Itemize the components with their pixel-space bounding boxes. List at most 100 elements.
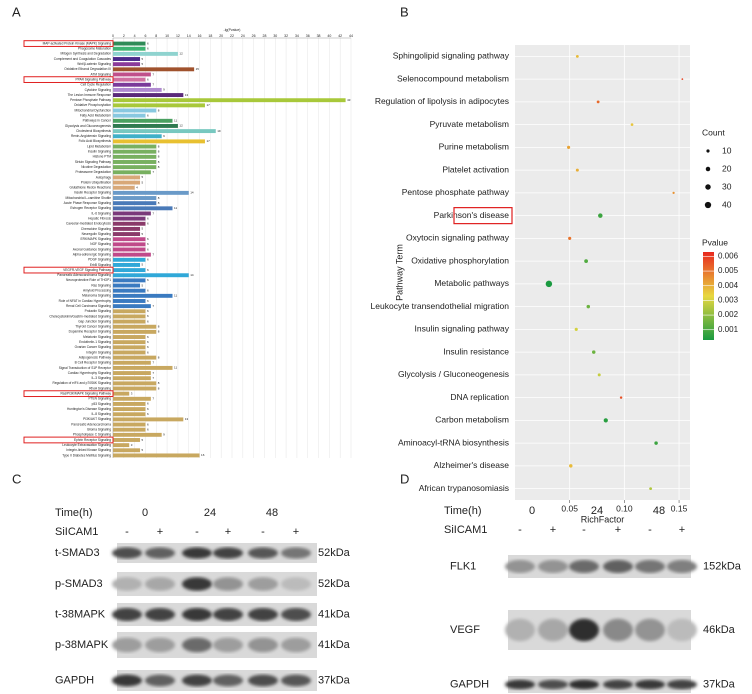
size-label: 37kDa [318,674,351,686]
category-label: RhoA Signaling [89,386,111,390]
category-label: ErbB Signaling [90,263,111,267]
category-label: Glycolysis / Gluconeogenesis [398,369,509,379]
category-label: Glycolysis and Gluconeogenesis [65,124,111,128]
dot [569,464,573,468]
blot-band [281,577,311,591]
category-label: Endothelin-1 Signaling [79,340,111,344]
bar [113,103,205,108]
bar [113,165,157,170]
x-axis-title: RichFactor [581,514,625,524]
value-label: 6 [147,350,149,354]
value-label: 13 [185,93,189,97]
category-label: MAP-activated Protein Kinase (MAPK) Sign… [43,41,112,45]
x-tick-label: 0.15 [671,503,688,513]
time-value: 0 [142,507,148,519]
protein-label: p-SMAD3 [55,578,103,590]
highlight-box [23,76,114,83]
value-label: 5 [142,438,144,442]
category-label: Fatty Acid Metabolism [80,113,112,117]
value-label: 6 [147,77,149,81]
value-label: 7 [152,211,154,215]
category-label: IL-3 Signaling [92,376,112,380]
bar [113,396,151,401]
bar [113,417,184,422]
blot-strip [505,555,697,578]
blot-band [538,679,568,690]
blot-band [248,608,278,621]
bar [113,407,146,412]
value-label: 4 [136,186,138,190]
legend-dot [705,184,711,190]
bar [113,118,173,123]
value-label: 8 [158,386,160,390]
x-tick-label: 32 [284,34,288,38]
value-label: 7 [152,361,154,365]
x-tick-label: 0 [112,34,114,38]
bar [113,113,146,118]
category-label: Signal Transduction of S1P Receptor [59,366,112,370]
bar [113,216,146,221]
panel-label: D [400,471,409,486]
value-label: 6 [147,345,149,349]
blot-band [281,674,311,687]
category-label: Hepatic Fibrosis [88,216,111,220]
dot [567,145,571,149]
protein-label: GAPDH [55,674,94,686]
protein-label: t-SMAD3 [55,547,100,559]
category-label: Metabolic pathways [434,278,509,288]
value-label: 5 [142,448,144,452]
highlight-box [23,40,114,47]
blot-band [667,679,697,690]
category-label: Integrin Signaling [86,350,111,354]
blot-band [635,560,665,573]
bar [113,242,146,247]
colorbar-label: 0.003 [718,296,739,305]
bar [113,355,157,360]
bar [113,123,178,128]
panel-label: C [12,471,21,486]
value-label: 5 [142,227,144,231]
value-label: 6 [147,242,149,246]
protein-label: FLK1 [450,560,476,572]
x-tick-label: 14 [187,34,191,38]
x-tick-label: 6 [144,34,146,38]
blot-band [112,577,142,591]
dot [630,123,634,126]
value-label: 11 [174,206,177,210]
dot [672,191,675,194]
value-label: 6 [147,319,149,323]
bar [113,129,216,134]
x-tick-label: 22 [230,34,234,38]
protein-label: GAPDH [450,678,489,690]
category-label: Mitochondrial Dysfunction [75,108,112,112]
category-label: B Cell Receptor Signaling [75,361,112,365]
bar [113,185,135,190]
value-label: 6 [147,258,149,262]
axis-title: -lg(Pvalue) [224,28,241,32]
category-label: Pathways in Cancer [83,119,112,123]
bar [113,154,157,159]
category-label: Glioma Signaling [87,428,111,432]
value-label: 8 [158,381,160,385]
treatment-sign: - [518,524,522,536]
blot-band [112,674,142,687]
category-label: Renal Cell Carcinoma Signaling [66,304,111,308]
value-label: 6 [147,422,149,426]
value-label: 6 [147,278,149,282]
blot-strip [112,670,317,691]
category-label: NGF Signaling [90,242,111,246]
category-label: Melatonin Signaling [83,335,111,339]
treatment-sign: - [648,524,652,536]
bar [113,412,146,417]
highlight-box [23,266,114,274]
bar [113,329,157,334]
category-label: Leukocyte Extravasation Signaling [62,443,111,447]
bar [113,41,146,46]
protein-label: VEGF [450,624,480,636]
value-label: 7 [152,170,154,174]
bar [113,149,157,154]
bar [113,335,146,339]
category-label: Amyloid Processing [83,289,111,293]
size-label: 41kDa [318,608,351,620]
size-label: 52kDa [318,578,351,590]
